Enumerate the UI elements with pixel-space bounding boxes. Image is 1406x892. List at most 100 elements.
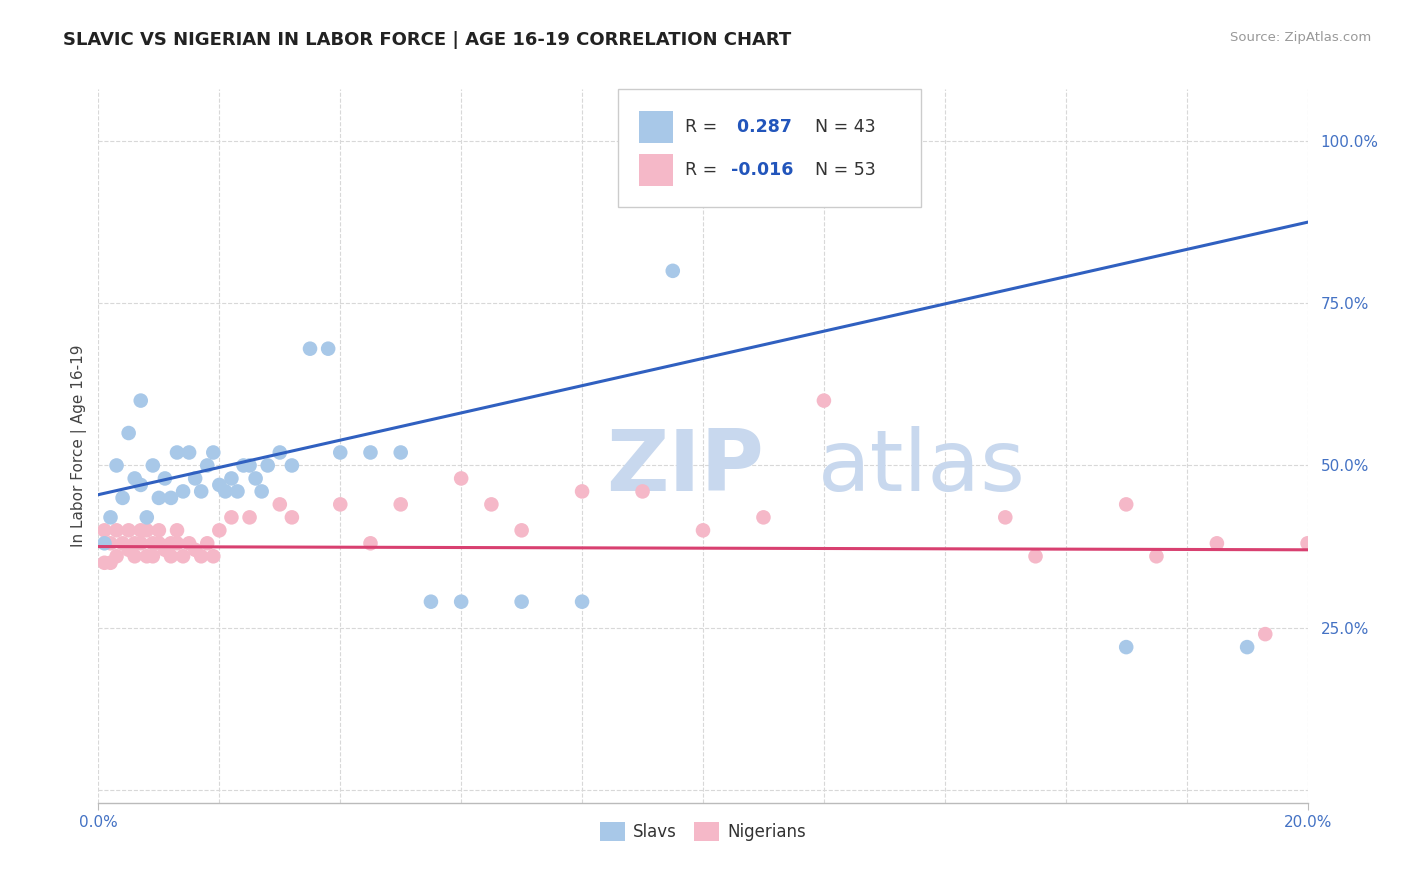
Point	[1024, 549, 1046, 564]
Point	[179, 445, 201, 459]
Point	[118, 524, 141, 538]
Point	[571, 595, 593, 609]
Point	[190, 549, 212, 564]
Text: SLAVIC VS NIGERIAN IN LABOR FORCE | AGE 16-19 CORRELATION CHART: SLAVIC VS NIGERIAN IN LABOR FORCE | AGE …	[63, 31, 792, 49]
Point	[239, 510, 262, 524]
Point	[124, 471, 146, 485]
Point	[148, 491, 170, 505]
Point	[153, 542, 176, 557]
Point	[100, 536, 122, 550]
Point	[179, 536, 201, 550]
Point	[661, 264, 683, 278]
Point	[166, 536, 188, 550]
Point	[221, 510, 243, 524]
Point	[100, 510, 122, 524]
Point	[420, 595, 443, 609]
Legend: Slavs, Nigerians: Slavs, Nigerians	[593, 815, 813, 848]
Text: N = 43: N = 43	[815, 118, 876, 136]
Point	[160, 549, 183, 564]
Point	[450, 471, 472, 485]
Point	[105, 524, 128, 538]
Point	[214, 484, 236, 499]
Point	[631, 484, 654, 499]
Point	[752, 510, 775, 524]
Point	[184, 471, 207, 485]
Point	[135, 510, 157, 524]
Text: N = 53: N = 53	[815, 161, 876, 178]
Point	[1115, 497, 1137, 511]
FancyBboxPatch shape	[638, 111, 673, 143]
Point	[135, 549, 157, 564]
Point	[172, 484, 194, 499]
Point	[226, 484, 249, 499]
Point	[1206, 536, 1229, 550]
Text: Source: ZipAtlas.com: Source: ZipAtlas.com	[1230, 31, 1371, 45]
Point	[692, 524, 714, 538]
Point	[111, 491, 134, 505]
Point	[571, 484, 593, 499]
Point	[269, 497, 291, 511]
Text: 0.287: 0.287	[731, 118, 792, 136]
Point	[129, 524, 152, 538]
Point	[135, 524, 157, 538]
Point	[316, 342, 339, 356]
Point	[256, 458, 278, 473]
Text: -0.016: -0.016	[731, 161, 793, 178]
Point	[190, 484, 212, 499]
Point	[239, 458, 262, 473]
Point	[195, 536, 218, 550]
Text: atlas: atlas	[818, 425, 1026, 509]
Point	[124, 536, 146, 550]
Point	[329, 497, 352, 511]
Point	[142, 536, 165, 550]
Point	[202, 445, 225, 459]
Point	[813, 393, 835, 408]
Text: R =: R =	[685, 161, 723, 178]
Point	[245, 471, 267, 485]
Point	[93, 556, 115, 570]
Point	[105, 458, 128, 473]
Point	[148, 524, 170, 538]
Point	[1236, 640, 1258, 654]
Point	[510, 595, 533, 609]
Point	[124, 549, 146, 564]
Point	[360, 445, 382, 459]
FancyBboxPatch shape	[638, 153, 673, 186]
Point	[221, 471, 243, 485]
Point	[481, 497, 503, 511]
Point	[153, 471, 176, 485]
Point	[148, 536, 170, 550]
Point	[269, 445, 291, 459]
Point	[329, 445, 352, 459]
Point	[105, 549, 128, 564]
Point	[118, 542, 141, 557]
Point	[510, 524, 533, 538]
Point	[208, 524, 231, 538]
Point	[250, 484, 273, 499]
Point	[93, 536, 115, 550]
Point	[1254, 627, 1277, 641]
Point	[129, 536, 152, 550]
Point	[93, 524, 115, 538]
Point	[1144, 549, 1167, 564]
Point	[389, 445, 412, 459]
FancyBboxPatch shape	[619, 89, 921, 207]
Point	[450, 595, 472, 609]
Point	[129, 393, 152, 408]
Point	[166, 445, 188, 459]
Point	[281, 510, 304, 524]
Y-axis label: In Labor Force | Age 16-19: In Labor Force | Age 16-19	[72, 344, 87, 548]
Point	[160, 491, 183, 505]
Point	[142, 458, 165, 473]
Point	[129, 478, 152, 492]
Point	[202, 549, 225, 564]
Point	[994, 510, 1017, 524]
Point	[172, 549, 194, 564]
Point	[111, 536, 134, 550]
Point	[184, 542, 207, 557]
Point	[1115, 640, 1137, 654]
Text: R =: R =	[685, 118, 723, 136]
Point	[208, 478, 231, 492]
Point	[142, 549, 165, 564]
Point	[360, 536, 382, 550]
